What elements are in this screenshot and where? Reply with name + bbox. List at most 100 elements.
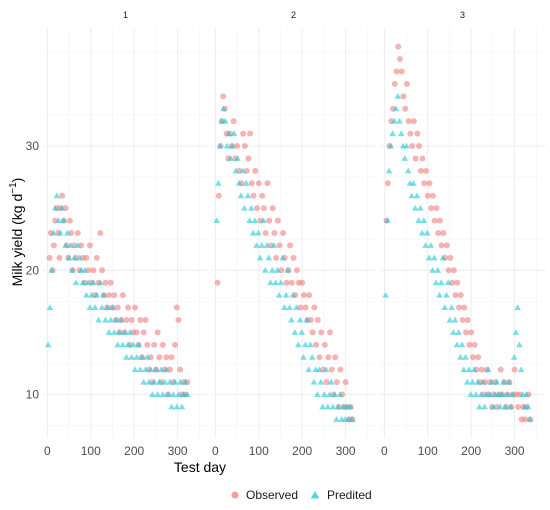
predited-point [142,366,149,373]
observed-point [172,341,178,348]
legend-label-observed: Observed [246,488,298,502]
predited-point [215,180,222,186]
observed-point [83,254,90,261]
observed-point [313,341,320,348]
predited-point [441,304,448,311]
predited-point [317,378,325,385]
observed-point [522,416,529,423]
observed-point [478,366,485,373]
predited-point [159,391,167,397]
observed-point [391,80,398,87]
predited-point [293,304,300,311]
observed-point [300,292,307,299]
observed-point [111,292,118,299]
observed-point [234,143,241,150]
predited-point [135,341,142,348]
predited-point [50,229,57,236]
predited-point [460,366,468,373]
observed-point [214,279,221,286]
predited-point [479,378,487,385]
observed-point [288,279,295,286]
observed-point [175,316,182,323]
observed-point [128,316,135,323]
predited-point [516,341,523,348]
predited-point [455,329,462,335]
predited-point [505,378,513,385]
predited-point [110,329,118,335]
predited-point [175,391,182,397]
predited-point [472,391,480,397]
x-tick-label: 200 [292,444,312,458]
observed-point [471,341,478,348]
observed-point [466,341,473,348]
predited-point [523,391,530,397]
predited-point [321,391,328,397]
observed-point [240,130,247,137]
observed-point [106,292,112,299]
predited-point [213,217,220,224]
observed-point [426,180,433,187]
predited-point [230,130,238,137]
predited-point [79,279,87,286]
observed-point [468,329,475,336]
facet-panel-1: 1 [43,10,208,438]
predited-point [439,254,447,261]
predited-point [65,254,73,261]
predited-point [149,391,156,397]
observed-point [461,304,468,311]
predited-point [147,366,154,373]
observed-point [454,279,461,286]
observed-point [46,254,53,261]
observed-point [456,304,463,311]
observed-point [302,304,309,311]
observed-point [450,267,457,274]
predited-point [432,279,440,286]
observed-point [332,354,339,361]
observed-point [293,267,300,274]
predited-point [474,378,481,385]
observed-point [154,329,161,336]
predited-point [156,378,163,385]
predited-point [348,416,356,422]
y-tick-label: 10 [26,388,40,402]
x-tick-label: 300 [336,444,356,458]
predited-point [470,366,478,373]
y-axis: 10 20 30 [26,139,40,401]
observed-point [511,366,518,373]
predited-point [424,229,431,236]
observed-point [276,242,283,249]
predited-point [225,130,233,137]
x-tick-label: 100 [418,444,438,458]
observed-point [119,292,126,299]
observed-point [459,316,466,323]
predited-point [263,242,271,248]
observed-point [445,267,452,274]
predited-point [119,341,127,348]
predited-point [411,204,419,211]
observed-point [125,304,132,311]
x-axis-title: Test day [174,459,226,475]
predited-point [315,366,323,373]
predited-point [503,391,511,397]
predited-point [296,316,304,323]
observed-point [321,341,328,348]
predited-point [88,291,95,298]
observed-point [421,180,428,187]
y-tick-label: 30 [26,139,40,153]
predited-point [136,366,144,373]
predited-point [249,229,257,236]
predited-point [227,155,234,161]
predited-point [305,366,312,373]
predited-point [389,130,396,137]
y-axis-title-end: ) [9,178,25,183]
predited-point [169,391,177,397]
predited-point [90,279,97,286]
series-predited [44,93,534,422]
predited-point [436,291,443,298]
observed-point [316,354,323,361]
predited-point [152,366,160,373]
observed-point [102,279,109,286]
predited-point [98,304,106,311]
predited-point [500,378,508,385]
predited-point [493,378,501,385]
